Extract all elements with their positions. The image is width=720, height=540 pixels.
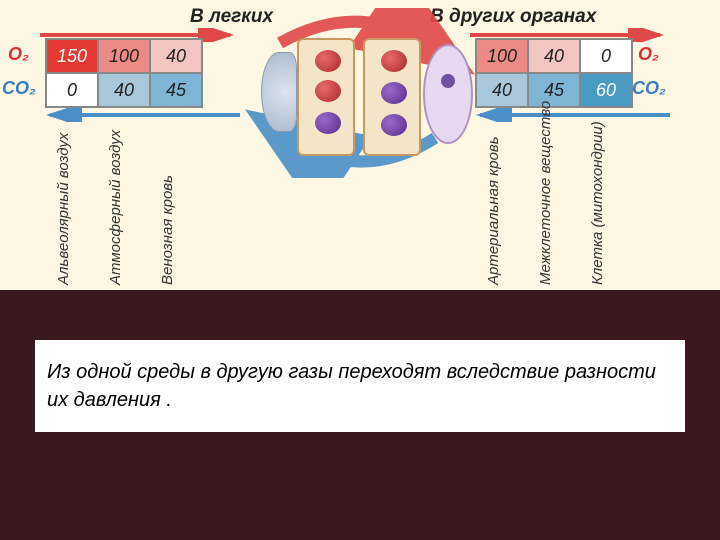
left-table: 150 100 40 0 40 45 bbox=[45, 38, 203, 108]
alveolus-icon bbox=[261, 52, 297, 132]
tissue-cell-icon bbox=[423, 44, 473, 144]
diagram-area: В легких В других органах O₂ CO₂ O₂ CO₂ … bbox=[0, 0, 720, 290]
co2-label-right: CO₂ bbox=[632, 78, 666, 99]
rbc-icon bbox=[381, 114, 407, 136]
cell: 40 bbox=[528, 39, 580, 73]
vlabel: Атмосферный воздух bbox=[107, 125, 124, 285]
left-o2-row: 150 100 40 bbox=[46, 39, 202, 73]
vlabel: Межклеточное вещество bbox=[537, 125, 554, 285]
cell: 60 bbox=[580, 73, 632, 107]
nucleus-icon bbox=[441, 74, 455, 88]
cell: 40 bbox=[476, 73, 528, 107]
right-o2-row: 100 40 0 bbox=[476, 39, 632, 73]
cell: 100 bbox=[98, 39, 150, 73]
rbc-icon bbox=[315, 112, 341, 134]
rbc-icon bbox=[381, 82, 407, 104]
blue-arrow-right bbox=[470, 108, 670, 122]
rbc-icon bbox=[315, 50, 341, 72]
cell: 0 bbox=[46, 73, 98, 107]
vlabel: Клетка (митохондрии) bbox=[589, 125, 606, 285]
vlabel: Венозная кровь bbox=[159, 125, 176, 285]
blue-arrow-left bbox=[40, 108, 240, 122]
left-co2-row: 0 40 45 bbox=[46, 73, 202, 107]
cell: 45 bbox=[528, 73, 580, 107]
rbc-icon bbox=[315, 80, 341, 102]
cell: 45 bbox=[150, 73, 202, 107]
center-illustration bbox=[285, 30, 435, 160]
vlabel: Артериальная кровь bbox=[485, 125, 502, 285]
vessel-right bbox=[363, 38, 421, 156]
co2-label-left: CO₂ bbox=[2, 78, 36, 99]
cell: 150 bbox=[46, 39, 98, 73]
cell: 40 bbox=[150, 39, 202, 73]
vlabel: Альвеолярный воздух bbox=[55, 125, 72, 285]
rbc-icon bbox=[381, 50, 407, 72]
cell: 40 bbox=[98, 73, 150, 107]
right-co2-row: 40 45 60 bbox=[476, 73, 632, 107]
caption-text: Из одной среды в другую газы переходят в… bbox=[47, 358, 673, 414]
cell: 0 bbox=[580, 39, 632, 73]
right-table: 100 40 0 40 45 60 bbox=[475, 38, 633, 108]
caption-box: Из одной среды в другую газы переходят в… bbox=[35, 340, 685, 432]
o2-label-left: O₂ bbox=[8, 44, 29, 65]
cell: 100 bbox=[476, 39, 528, 73]
o2-label-right: O₂ bbox=[638, 44, 659, 65]
vessel-left bbox=[297, 38, 355, 156]
